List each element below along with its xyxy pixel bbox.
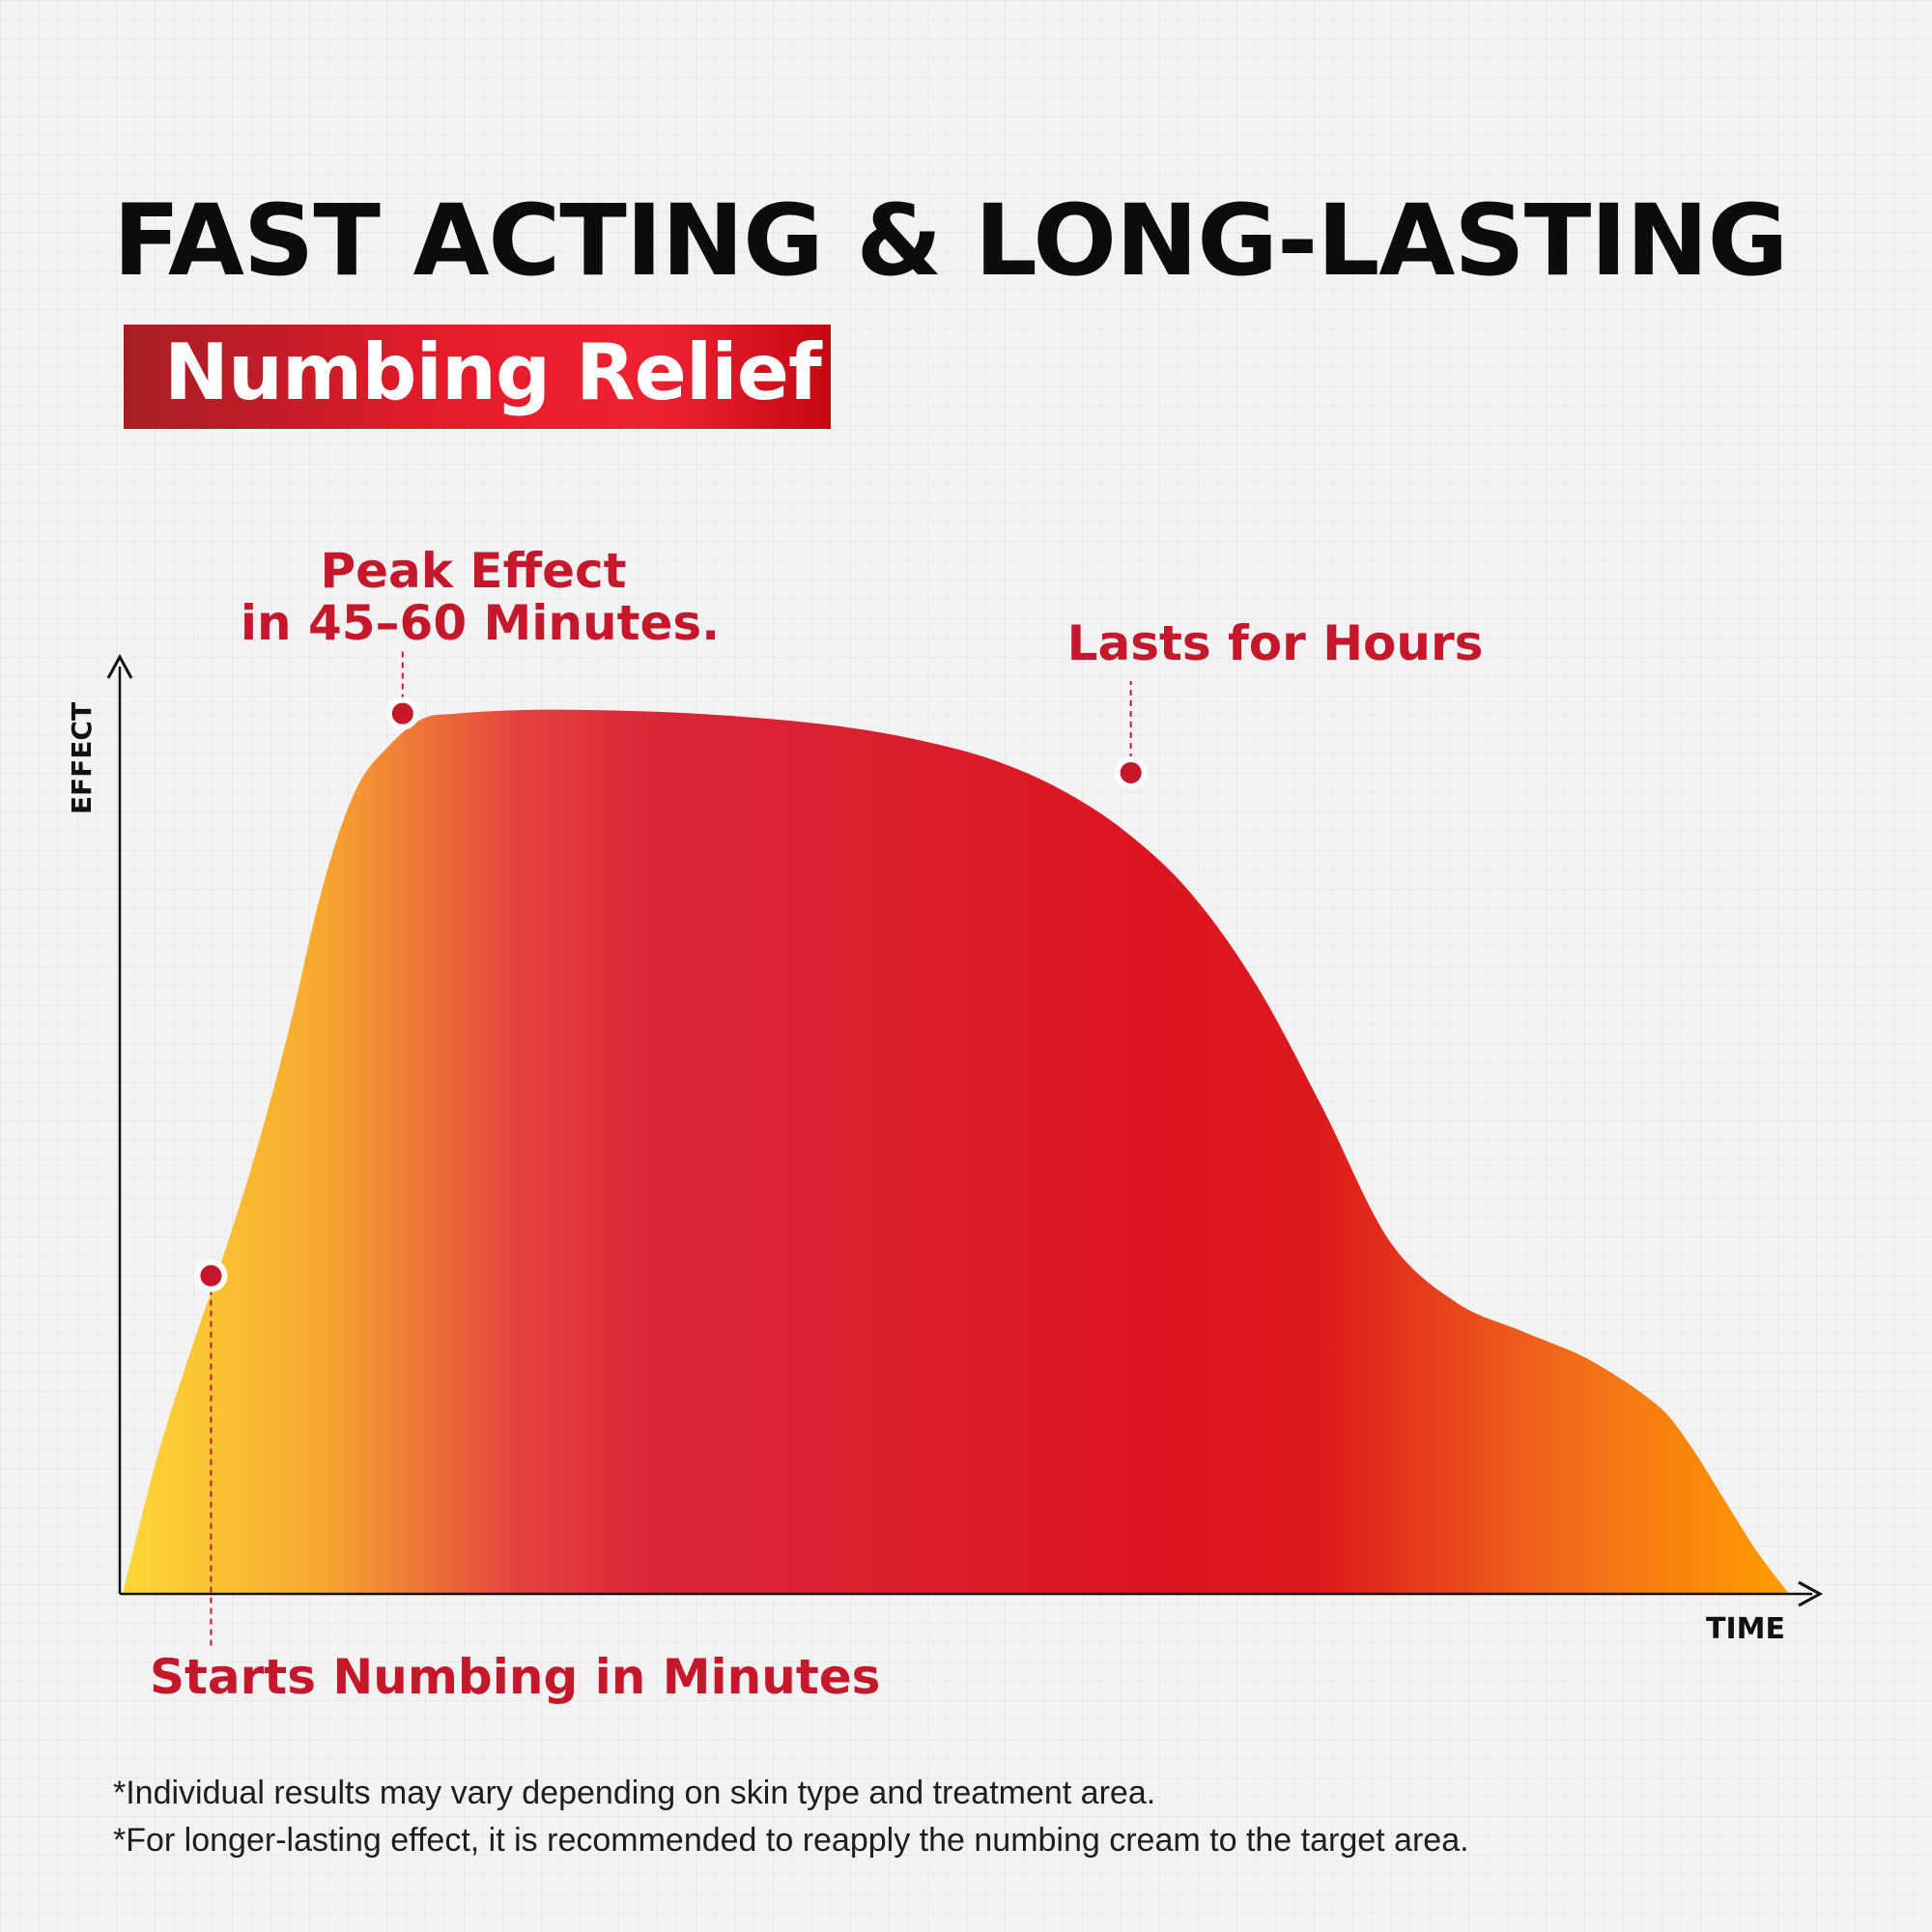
y-axis-arrow: [106, 653, 133, 679]
footnote-2: *For longer-lasting effect, it is recomm…: [113, 1822, 1469, 1859]
peak-label-line-1: Peak Effect: [320, 543, 626, 599]
footnote-1: *Individual results may vary depending o…: [113, 1775, 1156, 1811]
lasts-label: Lasts for Hours: [1067, 615, 1484, 671]
start-marker: [194, 1259, 228, 1293]
effect-area: [123, 709, 1789, 1594]
x-axis-arrow: [1798, 1580, 1824, 1607]
peak-marker: [385, 696, 419, 730]
peak-label-line-2: in 45–60 Minutes.: [241, 595, 720, 651]
subtitle-badge: Numbing Relief: [124, 325, 831, 429]
footnotes: *Individual results may vary depending o…: [113, 1770, 1469, 1864]
x-axis-label: TIME: [1706, 1612, 1785, 1646]
start-label: Starts Numbing in Minutes: [150, 1649, 880, 1705]
subtitle-text: Numbing Relief: [164, 327, 822, 417]
lasts-marker: [1114, 755, 1148, 789]
page-title: FAST ACTING & LONG-LASTING: [113, 184, 1788, 298]
y-axis-label: EFFECT: [66, 702, 98, 814]
